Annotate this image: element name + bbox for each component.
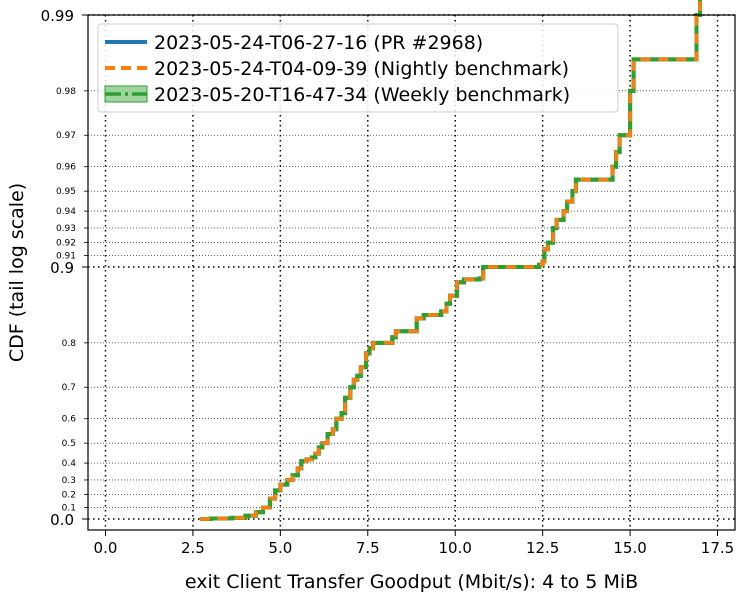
y-minor-tick-label: 0.98	[56, 87, 76, 97]
x-tick-label: 5.0	[268, 539, 292, 557]
x-tick-label: 0.0	[94, 539, 118, 557]
y-minor-tick-label: 0.97	[56, 131, 76, 141]
y-minor-tick-label: 0.91	[56, 251, 76, 261]
x-tick-label: 10.0	[439, 539, 472, 557]
y-minor-tick-label: 0.4	[62, 459, 77, 469]
y-minor-tick-label: 0.6	[62, 415, 77, 425]
y-minor-tick-label: 0.92	[56, 239, 76, 249]
x-tick-label: 15.0	[613, 539, 646, 557]
x-tick-label: 17.5	[701, 539, 734, 557]
x-tick-label: 2.5	[181, 539, 205, 557]
x-axis-label: exit Client Transfer Goodput (Mbit/s): 4…	[185, 571, 638, 593]
legend-entry-label: 2023-05-24-T06-27-16 (PR #2968)	[154, 32, 483, 54]
y-major-tick-label: 0.9	[50, 259, 74, 277]
y-major-tick-label: 0.0	[50, 511, 74, 529]
y-minor-tick-label: 0.8	[62, 339, 77, 349]
x-tick-label: 12.5	[526, 539, 559, 557]
y-minor-tick-label: 0.2	[62, 491, 76, 501]
y-minor-tick-label: 0.1	[62, 503, 76, 513]
y-minor-tick-label: 0.95	[56, 187, 76, 197]
y-minor-tick-label: 0.96	[56, 163, 76, 173]
y-minor-tick-label: 0.94	[56, 207, 76, 217]
y-minor-tick-label: 0.5	[62, 439, 76, 449]
y-major-tick-label: 0.99	[41, 7, 74, 25]
axis-ticks: 0.0 2.5 5.0 7.5 10.0 12.5 15.0 17.5 0.1 0.2 0.3 0.4…	[41, 7, 735, 557]
plot-frame	[87, 14, 736, 531]
legend-entry-label: 2023-05-20-T16-47-34 (Weekly benchmark)	[154, 84, 570, 106]
series-lines	[199, 0, 702, 521]
y-minor-tick-label: 0.3	[62, 476, 76, 486]
y-axis-label: CDF (tail log scale)	[6, 183, 28, 362]
series-line-2	[199, 0, 702, 521]
y-minor-tick-label: 0.7	[62, 383, 76, 393]
y-minor-tick-label: 0.93	[56, 224, 76, 234]
legend-entry-label: 2023-05-24-T04-09-39 (Nightly benchmark)	[154, 58, 569, 80]
legend: 2023-05-24-T06-27-16 (PR #2968) 2023-05-2…	[97, 23, 619, 113]
x-tick-label: 7.5	[356, 539, 380, 557]
legend-box	[97, 23, 619, 113]
